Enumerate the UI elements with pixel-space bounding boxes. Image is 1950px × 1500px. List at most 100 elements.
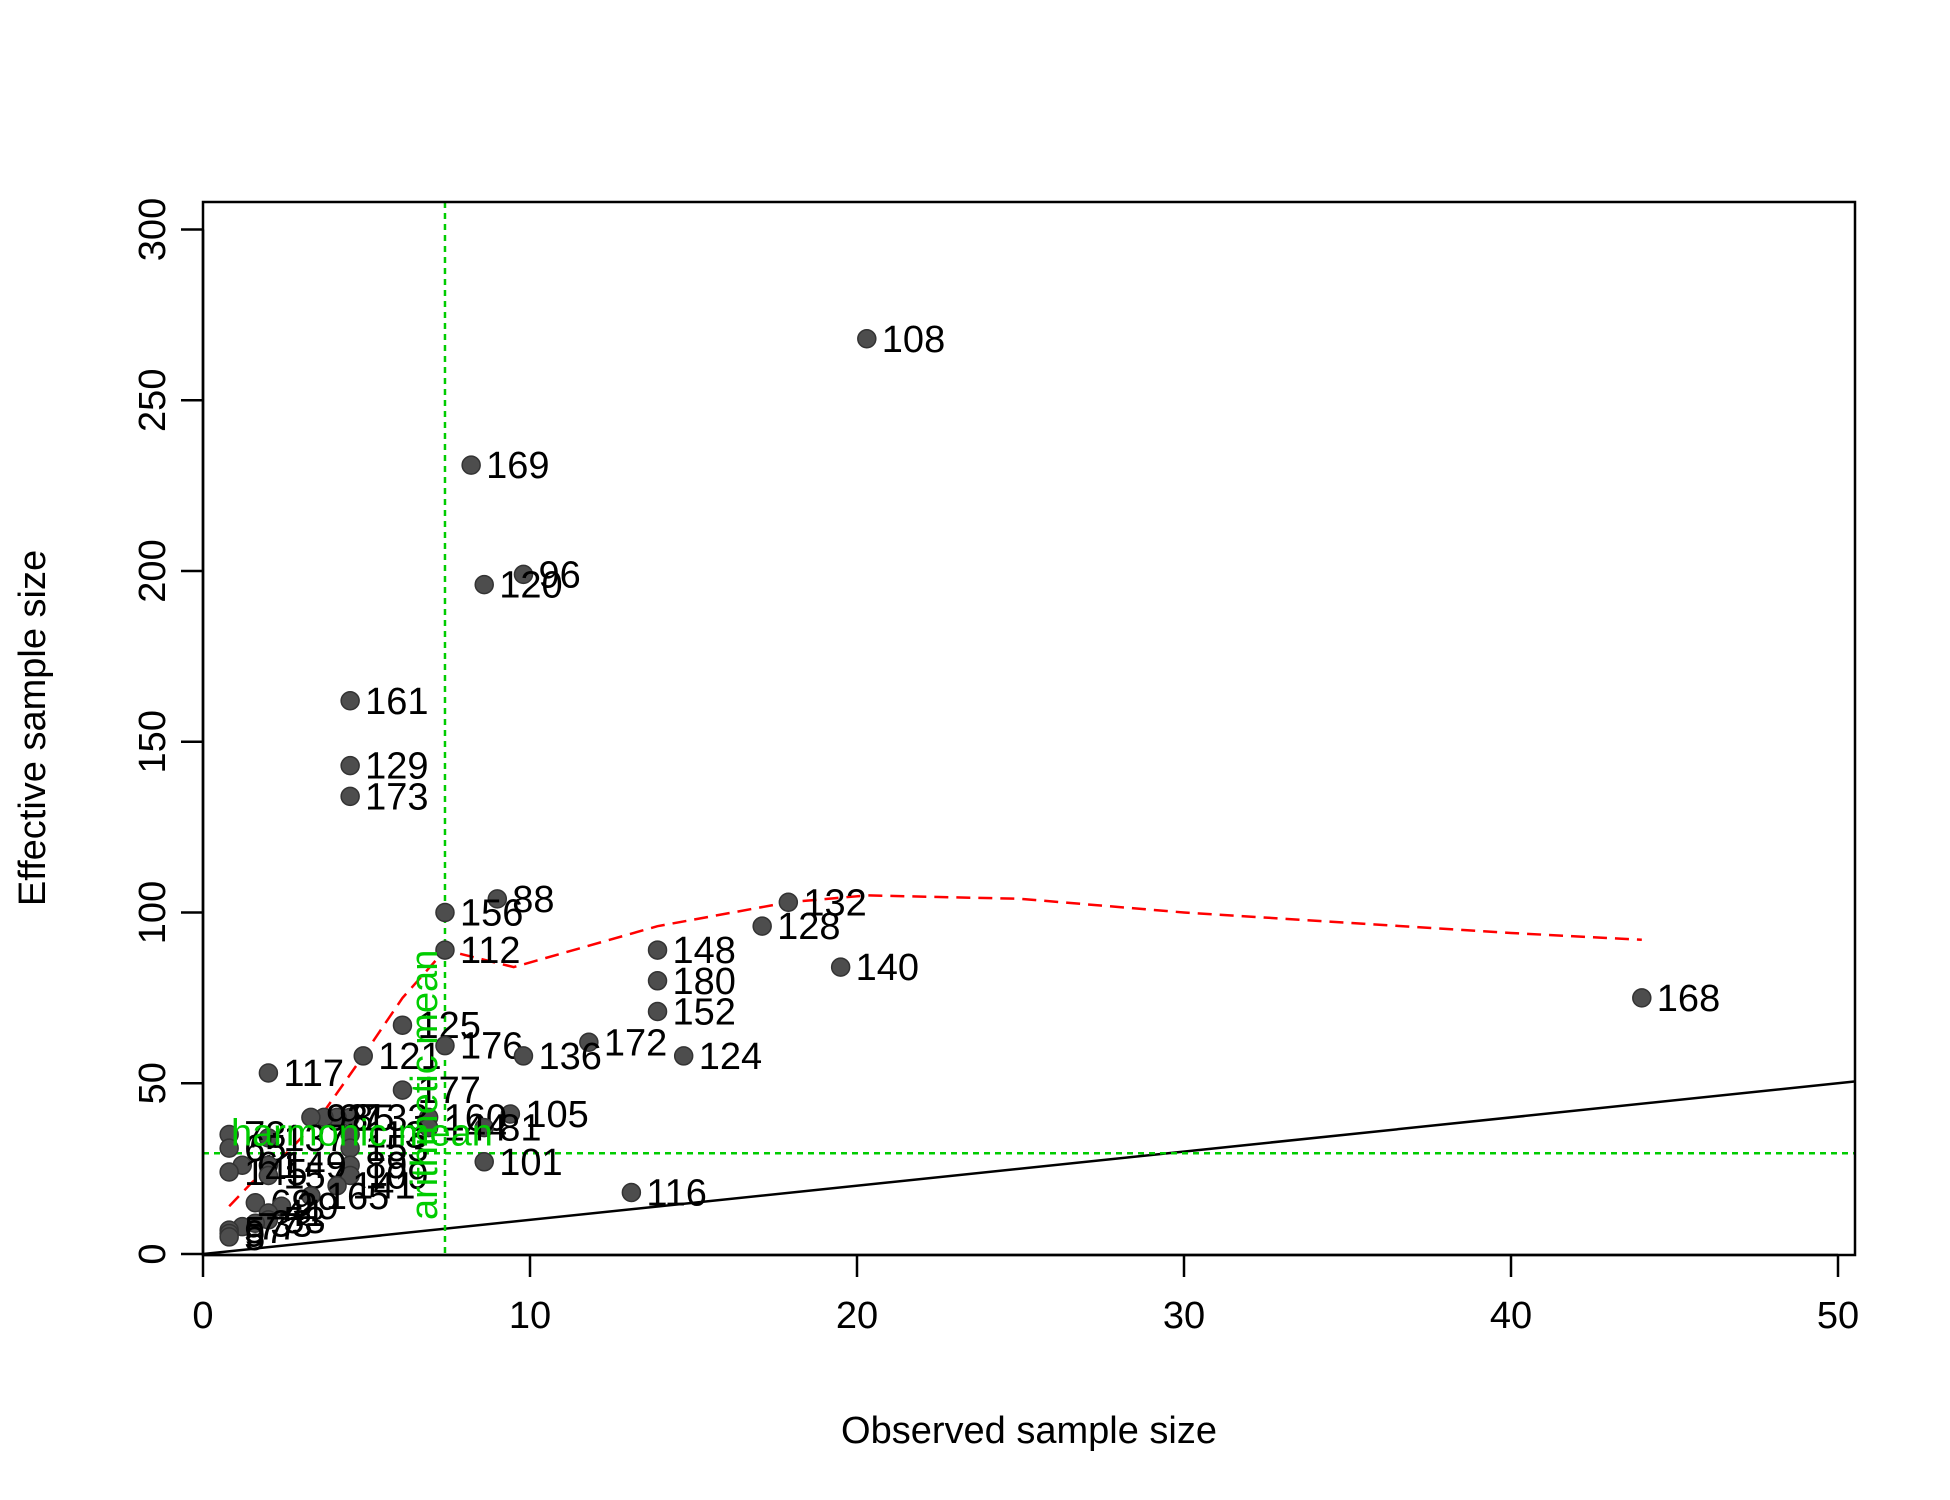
data-point-label: 156 (460, 893, 523, 935)
y-tick-label: 50 (132, 1062, 174, 1104)
data-point-label: 144 (444, 1108, 507, 1150)
harmonic-mean-label: harmonic mean (231, 1112, 493, 1154)
data-point-label: 108 (882, 319, 945, 361)
data-point-label: 29 (296, 1186, 338, 1228)
data-point-label: 9 (244, 1214, 265, 1256)
y-tick-label: 250 (132, 369, 174, 432)
y-tick-label: 100 (132, 881, 174, 944)
data-point (392, 1080, 413, 1100)
data-point (301, 1186, 321, 1206)
data-point (474, 1152, 494, 1172)
data-point-label: 137 (283, 1118, 346, 1160)
data-point-label: 121 (378, 1036, 441, 1078)
data-point (647, 940, 668, 960)
data-point-label: 173 (365, 776, 428, 818)
data-point (219, 1162, 239, 1182)
x-axis: 0 10 20 30 40 50 (192, 1253, 1859, 1337)
x-tick-label: 30 (1163, 1295, 1205, 1337)
data-point-label: 89 (365, 1145, 407, 1187)
data-point-label: 33 (270, 1203, 312, 1245)
data-point (258, 1165, 279, 1186)
data-point-label: 77 (257, 1207, 299, 1249)
x-axis-label: Observed sample size (841, 1410, 1217, 1452)
data-point (245, 1193, 266, 1213)
data-point (830, 957, 851, 977)
data-point-label: 124 (699, 1036, 762, 1078)
identity-line (203, 1080, 1855, 1255)
data-point (435, 902, 455, 923)
data-point-label: 141 (352, 1166, 415, 1208)
data-point (673, 1046, 694, 1066)
data-point (474, 574, 494, 595)
data-point (474, 1117, 494, 1138)
data-point-label: 120 (499, 565, 562, 607)
data-point-label: 88 (512, 879, 554, 921)
data-point-label: 133 (365, 1097, 428, 1139)
data-point (258, 1063, 279, 1083)
data-point-label: 109 (365, 1155, 428, 1197)
data-point-label: 129 (365, 746, 428, 788)
data-point (647, 1001, 668, 1022)
y-tick-label: 0 (132, 1243, 174, 1264)
x-tick-label: 50 (1817, 1295, 1859, 1337)
data-point-label: 117 (283, 1053, 344, 1095)
data-point (353, 1046, 373, 1066)
x-tick-label: 40 (1490, 1295, 1532, 1337)
data-point-label: 177 (417, 1070, 480, 1112)
data-point-label: 165 (326, 1176, 389, 1218)
data-point-label: 101 (499, 1142, 562, 1184)
data-point-label: 169 (486, 445, 549, 487)
lowess-trend-line (228, 894, 1642, 1208)
data-point (219, 1138, 239, 1158)
data-point-label: 132 (803, 882, 866, 924)
data-point (1632, 988, 1652, 1008)
data-point (579, 1032, 599, 1053)
data-point (752, 916, 772, 936)
data-point (340, 1165, 360, 1186)
data-point (461, 455, 481, 475)
y-tick-label: 300 (132, 198, 174, 261)
data-point (392, 1015, 413, 1035)
data-point (857, 329, 877, 349)
data-point (487, 889, 508, 909)
data-point-label: 160 (444, 1097, 507, 1139)
data-point-label: 176 (460, 1026, 523, 1068)
data-point-label: 168 (1657, 978, 1720, 1020)
data-point-label: 5 (244, 1217, 265, 1259)
data-point (435, 1035, 455, 1056)
data-point-label: 116 (646, 1173, 707, 1215)
data-point (327, 1175, 347, 1196)
data-point (778, 892, 799, 913)
data-point-label: 73 (244, 1114, 286, 1156)
data-point (513, 564, 534, 585)
data-point-label: 136 (538, 1036, 601, 1078)
x-tick-label: 10 (509, 1295, 551, 1337)
data-point-label: 161 (365, 681, 428, 723)
data-point (435, 940, 455, 960)
y-axis-label: Effective sample size (12, 550, 54, 906)
data-point-label: 152 (673, 992, 736, 1034)
data-point-label: 81 (499, 1108, 541, 1150)
data-point-label: 180 (673, 961, 736, 1003)
data-point-label: 153 (365, 1128, 428, 1170)
data-point-label: 145 (244, 1152, 307, 1194)
data-point (340, 691, 360, 711)
data-point (418, 1117, 439, 1138)
data-point-label: 113 (365, 1114, 426, 1156)
y-tick-label: 150 (132, 710, 174, 773)
x-tick-label: 0 (192, 1295, 213, 1337)
data-point (647, 971, 668, 991)
y-axis: 0 50 100 150 200 250 300 (132, 198, 205, 1265)
data-point-label: 112 (460, 930, 521, 972)
data-point-label: 41 (283, 1193, 325, 1235)
data-point (219, 1227, 239, 1247)
data-point-label: 140 (856, 947, 919, 989)
arithmetic-mean-label: arithmetic mean (404, 950, 446, 1220)
data-point-label: 148 (673, 930, 736, 972)
data-point-label: 105 (525, 1094, 588, 1136)
data-point (340, 755, 360, 776)
data-point (500, 1104, 521, 1124)
data-point (340, 786, 360, 807)
